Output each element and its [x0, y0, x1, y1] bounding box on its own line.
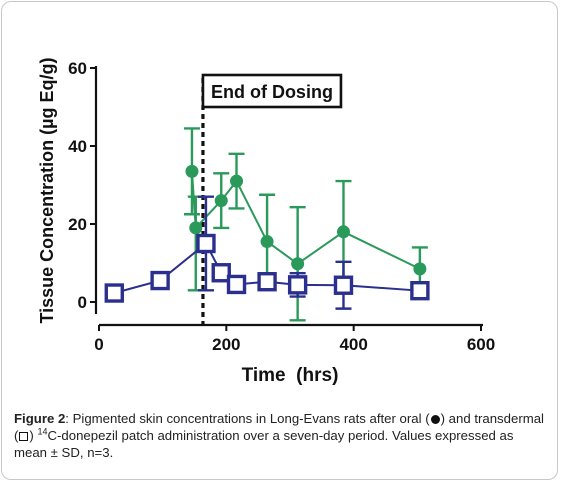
caption-isotope-superscript: 14 [37, 426, 48, 437]
caption-text-part4: C-donepezil patch administration over a … [14, 428, 514, 460]
data-point-square [410, 280, 430, 301]
figure-caption: Figure 2: Pigmented skin concentrations … [14, 410, 550, 461]
end-of-dosing-box [201, 73, 343, 109]
caption-figure-label: Figure 2 [14, 411, 66, 426]
x-axis-title: Time (hrs) [242, 365, 339, 386]
series-line [190, 171, 421, 270]
end-of-dosing-marker: End of Dosing [201, 73, 343, 325]
data-point-circle [336, 225, 350, 239]
caption-text-part3: ) [29, 428, 38, 443]
data-point-circle [214, 194, 228, 208]
data-point-circle [413, 262, 427, 276]
x-tick-label: 400 [339, 335, 367, 354]
data-point-square [333, 275, 354, 295]
data-point-square [257, 272, 277, 292]
x-tick-label: 200 [212, 335, 240, 354]
data-point-circle [230, 174, 244, 188]
y-axis-title: Tissue Concentration (µg Eq/g) [37, 57, 57, 323]
data-point-circle [260, 235, 274, 249]
data-point-square [287, 275, 308, 295]
series [104, 127, 430, 322]
series-transdermal [104, 195, 430, 310]
end-of-dosing-label: End of Dosing [211, 82, 333, 102]
data-point-square [211, 263, 231, 283]
x-tick-label: 0 [94, 335, 103, 354]
axis-labels: Time (hrs) Tissue Concentration (µg Eq/g) [37, 57, 338, 386]
data-point-circle [189, 221, 203, 235]
data-point-square [104, 283, 124, 303]
data-point-circle [291, 257, 305, 271]
data-point-square [196, 233, 216, 254]
caption-text-part1: : Pigmented skin concentrations in Long-… [65, 411, 430, 426]
data-point-square [226, 274, 247, 295]
filled-circle-icon [430, 415, 440, 424]
y-tick-label: 0 [78, 293, 87, 312]
y-tick-label: 60 [68, 59, 87, 78]
open-square-icon [19, 432, 29, 441]
y-tick-label: 20 [68, 215, 87, 234]
y-tick-label: 40 [68, 137, 87, 156]
caption-text-part2: ) and transdermal ( [14, 411, 544, 443]
x-tick-label: 600 [467, 335, 495, 354]
data-point-circle [185, 164, 199, 178]
data-point-square [150, 270, 170, 291]
